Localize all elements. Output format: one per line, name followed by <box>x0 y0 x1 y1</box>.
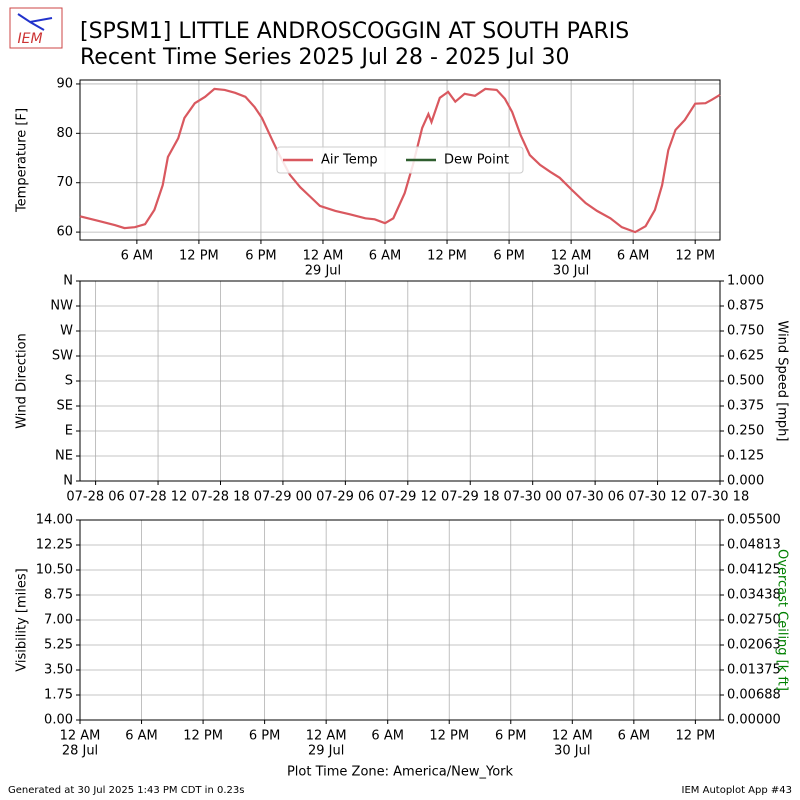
y-tick-label: SW <box>52 349 73 364</box>
x-tick-label: 07-29 12 <box>379 490 437 505</box>
y2-tick-label: 0.875 <box>727 299 764 314</box>
x-tick-label: 12 PM <box>676 729 716 744</box>
y2-tick-label: 0.03438 <box>727 588 781 603</box>
y-tick-label: 5.25 <box>44 638 73 653</box>
y-tick-label: 1.75 <box>44 688 73 703</box>
y2-tick-label: 1.000 <box>727 274 764 289</box>
legend: Air Temp Dew Point <box>276 146 524 174</box>
y2-tick-label: 0.125 <box>727 449 764 464</box>
plot-frame <box>79 280 721 482</box>
y2-tick-label: 0.02063 <box>727 638 781 653</box>
y-tick-label: 0.00 <box>44 713 73 728</box>
x-tick-label: 07-30 06 <box>566 490 624 505</box>
y-tick-label: S <box>65 374 73 389</box>
y-tick-label: 7.00 <box>44 613 73 628</box>
y-tick-label: N <box>63 474 73 489</box>
y-tick-label: W <box>60 324 73 339</box>
y-tick-label: 3.50 <box>44 663 73 678</box>
x-tick-label: 07-28 12 <box>129 490 187 505</box>
y-tick-label: NE <box>55 449 73 464</box>
y2-tick-label: 0.04813 <box>727 538 781 553</box>
title: [SPSM1] LITTLE ANDROSCOGGIN AT SOUTH PAR… <box>80 19 629 44</box>
x-tick-label: 07-30 18 <box>691 490 749 505</box>
logo-icon <box>17 13 53 31</box>
y2-axis-label: Overcast Ceiling [k ft] <box>775 549 790 691</box>
y2-tick-label: 0.05500 <box>727 513 781 528</box>
footer-left: Generated at 30 Jul 2025 1:43 PM CDT in … <box>8 785 244 796</box>
x-tick-label: 12 PM <box>183 729 223 744</box>
y2-tick-label: 0.02750 <box>727 613 781 628</box>
x-tick-sublabel: 28 Jul <box>62 744 98 759</box>
x-tick-sublabel: 30 Jul <box>553 264 589 279</box>
plot-frame <box>79 519 721 721</box>
x-tick-label: 12 PM <box>429 729 469 744</box>
y2-tick-label: 0.00688 <box>727 688 781 703</box>
y2-tick-label: 0.01375 <box>727 663 781 678</box>
plot-frame <box>79 79 721 241</box>
y-tick-label: N <box>63 274 73 289</box>
y-axis-label: Visibility [miles] <box>15 568 30 671</box>
y2-tick-label: 0.000 <box>727 474 764 489</box>
y2-tick-label: 0.750 <box>727 324 764 339</box>
y-tick-label: 10.50 <box>36 563 73 578</box>
x-tick-label: 12 PM <box>675 249 715 264</box>
x-axis-label: Plot Time Zone: America/New_York <box>287 765 514 780</box>
x-tick-sublabel: 29 Jul <box>305 264 341 279</box>
y2-tick-label: 0.625 <box>727 349 764 364</box>
y-tick-label: 14.00 <box>36 513 73 528</box>
x-tick-label: 07-30 12 <box>628 490 686 505</box>
x-tick-label: 12 AM <box>306 729 347 744</box>
subtitle: Recent Time Series 2025 Jul 28 - 2025 Ju… <box>80 45 569 70</box>
y-tick-label: 60 <box>56 225 73 240</box>
x-tick-label: 07-28 06 <box>66 490 124 505</box>
x-tick-label: 07-28 18 <box>191 490 249 505</box>
y-axis-label: Temperature [F] <box>15 108 30 213</box>
x-tick-label: 6 AM <box>121 249 154 264</box>
legend-label: Dew Point <box>444 153 509 168</box>
x-tick-label: 07-29 00 <box>254 490 312 505</box>
x-tick-label: 07-29 06 <box>316 490 374 505</box>
x-tick-label: 6 AM <box>617 249 650 264</box>
x-tick-label: 12 PM <box>179 249 219 264</box>
x-tick-label: 07-30 00 <box>503 490 561 505</box>
x-tick-label: 6 PM <box>249 729 280 744</box>
logo-text: IEM <box>17 31 42 47</box>
x-tick-sublabel: 29 Jul <box>308 744 344 759</box>
y-axis-label: Wind Direction <box>15 333 30 429</box>
x-tick-label: 6 PM <box>493 249 524 264</box>
x-tick-label: 12 AM <box>60 729 101 744</box>
y-tick-label: 70 <box>56 175 73 190</box>
x-tick-label: 12 AM <box>552 729 593 744</box>
y-tick-label: 80 <box>56 126 73 141</box>
x-tick-label: 6 AM <box>125 729 158 744</box>
y-tick-label: 90 <box>56 76 73 91</box>
x-tick-label: 6 AM <box>618 729 651 744</box>
y-tick-label: SE <box>57 399 73 414</box>
y2-tick-label: 0.500 <box>727 374 764 389</box>
data-line <box>79 87 721 234</box>
x-tick-label: 07-29 18 <box>441 490 499 505</box>
legend-box <box>276 146 524 174</box>
x-tick-label: 6 PM <box>245 249 276 264</box>
footer-right: IEM Autoplot App #43 <box>682 785 792 796</box>
x-tick-label: 12 AM <box>551 249 592 264</box>
y-tick-label: 8.75 <box>44 588 73 603</box>
y2-tick-label: 0.00000 <box>727 713 781 728</box>
x-tick-label: 6 AM <box>371 729 404 744</box>
y-tick-label: 12.25 <box>36 538 73 553</box>
x-tick-label: 6 AM <box>369 249 402 264</box>
x-tick-label: 12 AM <box>303 249 344 264</box>
y2-axis-label: Wind Speed [mph] <box>775 321 790 442</box>
x-tick-sublabel: 30 Jul <box>554 744 590 759</box>
y-tick-label: NW <box>50 299 73 314</box>
y2-tick-label: 0.04125 <box>727 563 781 578</box>
y2-tick-label: 0.250 <box>727 424 764 439</box>
y2-tick-label: 0.375 <box>727 399 764 414</box>
legend-label: Air Temp <box>321 153 378 168</box>
y-tick-label: E <box>65 424 73 439</box>
x-tick-label: 6 PM <box>495 729 526 744</box>
x-tick-label: 12 PM <box>427 249 467 264</box>
